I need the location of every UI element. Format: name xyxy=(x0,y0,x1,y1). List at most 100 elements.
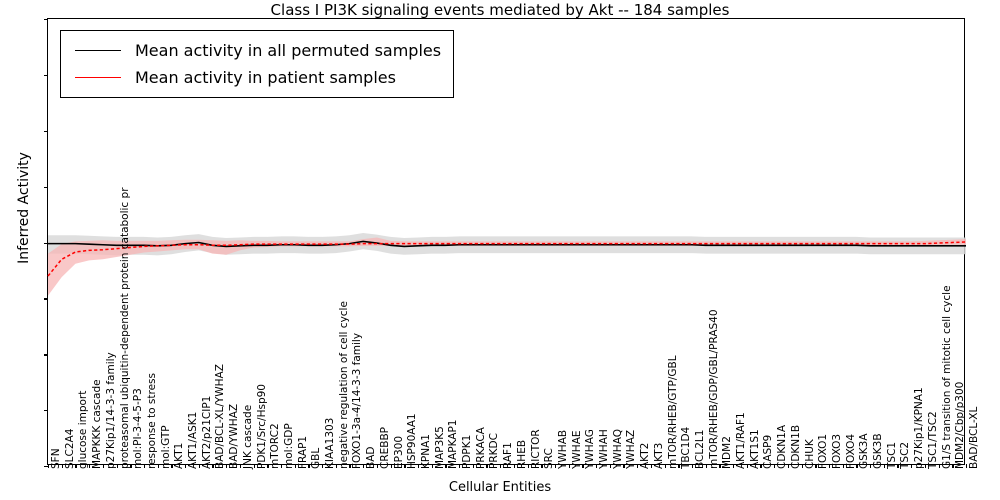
x-tick-mark xyxy=(459,464,461,468)
x-tick-mark xyxy=(760,464,762,468)
x-tick-mark xyxy=(116,464,118,468)
x-tick-mark xyxy=(267,464,269,468)
x-tick-label: mTORC2 xyxy=(269,423,282,469)
chart-title: Class I PI3K signaling events mediated b… xyxy=(270,1,730,19)
x-tick-label: CREBBP xyxy=(378,427,391,469)
x-tick-label: YWHAG xyxy=(584,429,597,469)
legend: Mean activity in all permuted samples Me… xyxy=(60,30,455,98)
x-tick-mark xyxy=(431,464,433,468)
legend-swatch-patient xyxy=(75,77,121,78)
x-tick-mark xyxy=(856,464,858,468)
x-tick-label: FRAP1 xyxy=(296,435,309,469)
x-tick-label: BAD/YWHAZ xyxy=(228,403,241,469)
series-plot xyxy=(47,233,967,296)
x-tick-label: PRKACA xyxy=(474,427,487,469)
y-tick-mark xyxy=(44,19,48,21)
x-tick-label: PDPK1 xyxy=(461,434,474,469)
x-tick-label: G1/S transition of mitotic cell cycle xyxy=(940,285,953,469)
x-tick-mark xyxy=(404,464,406,468)
x-tick-label: FOXO1 xyxy=(817,433,830,469)
x-tick-mark xyxy=(911,464,913,468)
x-tick-label: MAPKKK cascade xyxy=(91,379,104,469)
y-tick-mark xyxy=(44,354,48,356)
x-tick-mark xyxy=(527,464,529,468)
y-tick-mark xyxy=(44,298,48,300)
x-tick-mark xyxy=(554,464,557,468)
x-tick-mark xyxy=(253,464,255,468)
x-tick-mark xyxy=(75,464,77,468)
x-tick-label: KIAA1303 xyxy=(324,417,337,469)
x-tick-mark xyxy=(500,464,502,468)
x-tick-mark xyxy=(815,464,817,468)
x-tick-label: SRC xyxy=(543,448,556,469)
x-tick-label: p27Kip1/14-3-3 family xyxy=(104,352,117,469)
x-tick-label: GSK3B xyxy=(872,433,885,469)
y-tick-mark xyxy=(44,130,48,133)
legend-label-permuted: Mean activity in all permuted samples xyxy=(135,41,442,60)
y-tick-mark xyxy=(44,466,48,468)
x-tick-mark xyxy=(541,464,543,468)
x-tick-label: GBL xyxy=(310,447,323,469)
x-tick-label: AKT2/p21CIP1 xyxy=(200,395,213,469)
x-tick-mark xyxy=(801,464,803,468)
x-tick-label: TSC1 xyxy=(885,441,898,469)
x-tick-label: SFN xyxy=(50,448,62,469)
x-tick-mark xyxy=(226,464,228,468)
x-tick-label: MDM2/Cbp/p300 xyxy=(954,381,967,469)
patient-mean-line xyxy=(47,241,967,277)
x-tick-mark xyxy=(582,464,584,468)
x-tick-label: FOXO4 xyxy=(844,433,857,469)
x-tick-label: MDM2 xyxy=(721,436,734,469)
x-tick-label: BAD xyxy=(365,446,378,469)
x-tick-label: JNK cascade xyxy=(241,404,254,469)
x-tick-label: TBC1D4 xyxy=(680,426,693,469)
x-tick-label: TSC1/TSC2 xyxy=(926,411,939,469)
x-tick-label: YWHAZ xyxy=(625,429,638,469)
x-tick-label: YWHAH xyxy=(598,429,611,469)
x-tick-mark xyxy=(774,464,776,468)
x-tick-mark xyxy=(363,464,365,468)
x-tick-mark xyxy=(417,464,420,468)
x-tick-mark xyxy=(664,464,666,468)
x-tick-mark xyxy=(650,464,653,468)
y-tick-mark xyxy=(44,410,48,412)
x-tick-label: RICTOR xyxy=(529,429,542,469)
permuted-mean-line xyxy=(48,240,966,248)
x-tick-mark xyxy=(568,464,570,468)
x-axis-label: Cellular Entities xyxy=(448,480,552,495)
x-tick-label: BAD/BCL-XL/YWHAZ xyxy=(214,364,227,469)
x-tick-label: mol:PI-3-4-5-P3 xyxy=(132,388,145,469)
x-tick-label: CHUK xyxy=(803,439,816,469)
x-tick-label: KPNA1 xyxy=(419,434,432,469)
x-tick-mark xyxy=(842,464,844,468)
x-tick-label: MAPKAP1 xyxy=(447,419,460,469)
x-tick-mark xyxy=(89,464,91,468)
x-tick-label: p27Kip1/KPNA1 xyxy=(913,387,926,469)
x-tick-label: FOXO3 xyxy=(830,433,843,469)
x-tick-label: AKT2 xyxy=(639,442,652,469)
x-tick-mark xyxy=(61,464,63,468)
x-tick-label: response to stress xyxy=(145,373,158,469)
x-tick-label: CDKN1A xyxy=(776,424,789,469)
x-tick-label: glucose import xyxy=(77,390,90,469)
y-tick-mark xyxy=(44,242,48,244)
x-tick-mark xyxy=(486,464,488,468)
x-tick-label: AKT1S1 xyxy=(748,429,761,469)
x-tick-mark xyxy=(719,464,721,468)
x-tick-mark xyxy=(596,464,598,468)
x-tick-label: BAD/BCL-XL xyxy=(968,406,980,469)
legend-item-patient: Mean activity in patient samples xyxy=(69,64,441,91)
x-tick-label: FOXO1-3a-4/14-3-3 family xyxy=(351,332,364,469)
x-tick-mark xyxy=(787,464,790,468)
x-tick-label: AKT1/ASK1 xyxy=(187,411,199,469)
x-tick-mark xyxy=(828,464,831,468)
x-tick-mark xyxy=(623,464,625,468)
x-tick-mark xyxy=(390,464,392,468)
x-tick-mark xyxy=(609,464,612,468)
x-tick-label: YWHAB xyxy=(556,429,569,469)
x-tick-label: MAP3K5 xyxy=(433,426,446,469)
x-tick-label: AKT1/RAF1 xyxy=(735,412,748,469)
y-tick-mark xyxy=(44,186,48,188)
x-tick-label: GSK3A xyxy=(858,433,871,469)
x-tick-label: RAF1 xyxy=(502,442,515,469)
